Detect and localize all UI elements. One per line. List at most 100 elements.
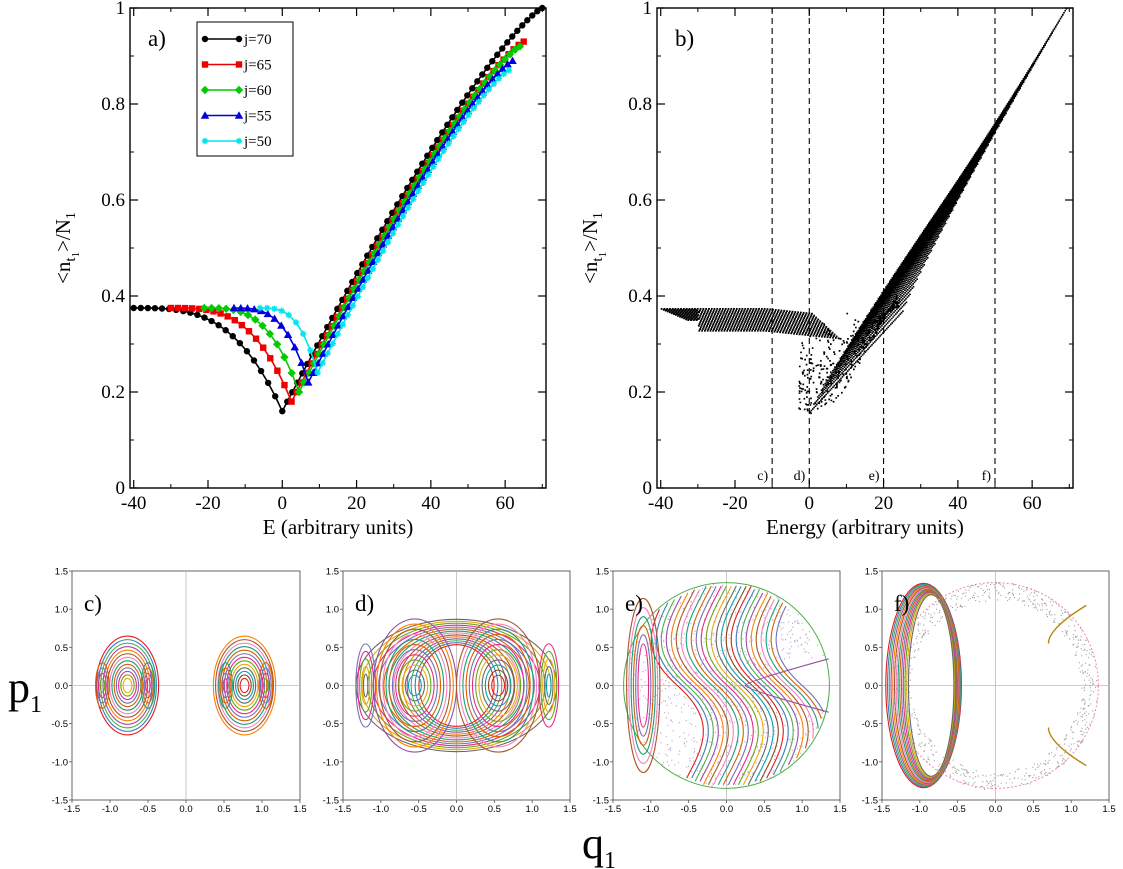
x-axis-label: Energy (arbitrary units) (766, 515, 964, 539)
orbit (261, 672, 271, 699)
x-tick-label: -0.5 (949, 804, 965, 815)
orbit (735, 589, 789, 776)
data-point (235, 61, 243, 68)
orbit (900, 590, 957, 781)
data-point (499, 45, 506, 52)
data-point (277, 321, 286, 329)
x-tick-label: 20 (874, 493, 893, 514)
data-point (539, 4, 546, 12)
data-point (379, 247, 387, 255)
orbit (899, 589, 958, 782)
data-point (278, 307, 285, 315)
data-point (479, 71, 486, 78)
data-point (130, 304, 137, 312)
data-point (363, 266, 373, 274)
data-point (529, 12, 536, 19)
data-point (389, 209, 396, 217)
orbit (359, 658, 373, 713)
orbit (481, 659, 515, 712)
energy-marker-label: f) (982, 469, 992, 484)
legend-entry: j=65 (243, 58, 272, 74)
x-tick-label: 1.5 (833, 804, 846, 815)
x-tick-label: 1.5 (563, 804, 576, 815)
orbit (904, 592, 956, 779)
data-point (354, 269, 361, 277)
data-point (494, 51, 501, 58)
orbit (745, 592, 799, 766)
orbit (545, 673, 552, 698)
data-point (271, 305, 278, 312)
data-point (478, 86, 487, 95)
data-point (454, 106, 461, 114)
data-point (196, 305, 203, 313)
y-axis-label-part: <n (51, 261, 75, 284)
data-point (455, 112, 464, 121)
data-point (359, 261, 366, 268)
data-point (221, 304, 231, 313)
orbit (628, 607, 659, 764)
data-point (267, 355, 274, 362)
y-tick-label: 0 (643, 478, 653, 499)
data-point (344, 311, 351, 319)
y-axis-label-part: t (590, 257, 606, 262)
data-point (379, 226, 386, 233)
data-point (364, 252, 371, 259)
panel-label: b) (675, 26, 694, 51)
data-point (151, 305, 159, 312)
data-point (234, 111, 244, 119)
y-tick-label: 1.5 (55, 567, 68, 578)
y-tick-label: 1 (643, 0, 653, 19)
panel-e: -1.5 -1.0 -0.5 0.0 0.5 1.0 1.5 -1.5 -1.0 -0.5 0.0 0… (593, 567, 847, 816)
y-axis-label-part: 1 (70, 252, 82, 258)
data-point (299, 330, 307, 338)
y-axis-label-part: 1 (591, 212, 606, 219)
data-point (514, 27, 521, 34)
data-point (250, 304, 259, 313)
orbit (360, 666, 371, 705)
x-tick-label: 1.0 (1065, 804, 1078, 815)
phase-x-label: q1 (582, 819, 616, 869)
orbit (95, 635, 160, 736)
orbit (118, 670, 137, 701)
data-point (339, 321, 346, 328)
orbit (357, 650, 375, 721)
data-point (238, 321, 246, 329)
orbit (237, 674, 252, 697)
y-tick-label: -1.5 (593, 796, 609, 807)
data-point (424, 152, 431, 159)
legend: j=70 j=65 j=60 j=55 j=50 (196, 21, 294, 157)
data-point (272, 393, 279, 400)
data-point (455, 125, 462, 133)
data-point (144, 304, 152, 312)
data-point (256, 304, 264, 312)
orbit (393, 632, 520, 739)
orbit (142, 667, 154, 704)
orbit (459, 623, 538, 748)
x-tick-label: 40 (421, 493, 440, 514)
x-tick-label: 1.0 (255, 804, 268, 815)
legend-entry: j=70 (243, 32, 272, 48)
orbit (890, 585, 961, 786)
x-tick-label: -20 (722, 493, 747, 514)
y-tick-label: 0.6 (628, 190, 652, 211)
x-tick-label: -0.5 (140, 804, 156, 815)
panel-label: d) (355, 591, 374, 616)
data-point (201, 61, 209, 68)
data-point (265, 329, 275, 339)
data-point (236, 339, 244, 347)
y-tick-label: -1.5 (52, 796, 68, 807)
data-point (348, 293, 358, 301)
orbit (665, 595, 719, 782)
y-axis-label-part: 1 (597, 252, 609, 258)
orbit (715, 586, 769, 785)
data-point (425, 171, 432, 178)
y-axis-label-part: 1 (64, 212, 79, 219)
orbit (538, 643, 560, 728)
orbit (484, 664, 512, 707)
y-tick-label: 0.2 (101, 382, 125, 403)
data-point (503, 60, 512, 68)
data-point (439, 129, 446, 136)
orbits (885, 582, 1099, 790)
data-point (389, 230, 397, 237)
